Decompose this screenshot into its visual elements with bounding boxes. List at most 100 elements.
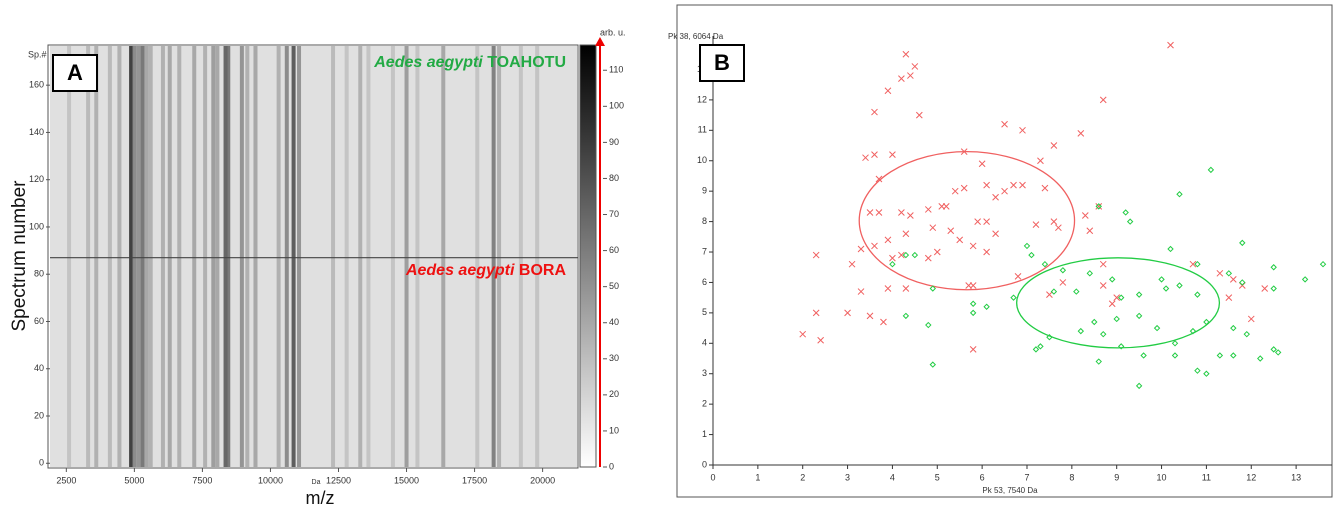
colorbar [579,44,597,468]
intensity-band [518,46,523,467]
scatter-point [1099,282,1107,289]
panel-b: 012345678910111213012345678910111213Pk 5… [668,32,1332,495]
scatter-point [1225,294,1233,302]
scatter-point [1081,212,1089,219]
scatter-point [1032,346,1040,353]
x-axis-unit: Da [312,479,321,486]
scatter-point [1041,184,1049,192]
x-tick-label: 0 [710,472,715,482]
scatter-point [1153,324,1161,332]
y-tick-label: 140 [29,127,44,137]
scatter-point [1319,260,1327,268]
scatter-point [866,312,874,320]
scatter-point [812,251,820,259]
scatter-point [1167,41,1174,49]
intensity-band [497,46,502,467]
annotation-strain: BORA [519,262,567,279]
scatter-point [812,309,820,317]
scatter-point [1171,340,1179,347]
scatter-point [1270,285,1277,292]
intensity-band [132,46,137,467]
scatter-point [1028,251,1035,259]
intensity-band [535,46,540,467]
intensity-band [390,46,395,467]
panel-label: A [67,60,83,85]
intensity-band [245,46,250,467]
colorbar-tick-label: 10 [609,425,619,435]
scatter-point [871,108,878,116]
colorbar-tick-label: 40 [609,317,619,327]
scatter-point [983,181,990,189]
panel-b-frame [676,4,1333,498]
scatter-point [898,209,905,216]
scatter-point [983,218,990,225]
scatter-point [969,242,977,250]
y-tick-label: 100 [29,221,44,231]
scatter-point [1274,349,1282,356]
scatter-point [969,309,977,317]
y-axis-label: Spectrum number [9,180,30,332]
scatter-point [929,285,936,292]
intensity-band [276,46,281,467]
x-tick-label: 5000 [124,475,144,485]
y-tick-label: 10 [697,155,707,165]
y-tick-label: 1 [702,429,707,439]
scatter-point [1230,352,1237,359]
x-tick-label: 2500 [56,475,76,485]
annotation-species: Aedes aegypti [405,262,515,279]
scatter-point [862,154,869,162]
x-tick-label: 15000 [394,475,419,485]
scatter-point [915,111,923,119]
x-tick-label: 17500 [462,475,487,485]
scatter-point [1055,224,1062,232]
colorbar-tick-label: 80 [609,173,619,183]
colorbar-tick-label: 70 [609,209,619,219]
scatter-point [1010,294,1017,301]
scatter-point [817,336,825,344]
scatter-point [1095,203,1102,210]
scatter-point [1099,96,1107,104]
scatter-point [1135,382,1143,390]
scatter-point [907,72,914,79]
x-tick-label: 12500 [326,475,351,485]
scatter-point [1046,334,1053,341]
scatter-point [884,236,892,244]
scatter-point [1019,126,1026,134]
scatter-point [978,160,986,168]
x-tick-label: 13 [1291,472,1301,482]
colorbar-tick-label: 100 [609,101,624,111]
scatter-point [866,209,874,216]
scatter-point [1176,191,1183,198]
scatter-point [880,318,887,326]
scatter-point [1189,327,1197,335]
scatter-point [929,361,936,368]
scatter-point [1270,264,1277,271]
intensity-band [177,46,182,467]
x-tick-label: 2 [800,472,805,482]
scatter-point [1140,352,1147,359]
scatter-point [1046,291,1053,298]
scatter-point [933,248,941,256]
scatter-point [1167,245,1174,253]
y-tick-label: 80 [34,269,44,279]
intensity-band [203,46,208,467]
scatter-point [889,260,896,268]
colorbar-tick-label: 20 [609,389,619,399]
scatter-point [1032,221,1040,228]
scatter-point [799,330,807,338]
y-tick-label: 0 [702,459,707,469]
x-tick-label: 7500 [192,475,212,485]
annotation-species: Aedes aegypti [373,54,483,71]
x-tick-label: 5 [935,472,940,482]
scatter-point [983,303,990,310]
intensity-band [239,46,244,467]
y-axis-title: Sp.# [28,49,47,59]
scatter-point [884,87,892,95]
intensity-band [211,46,216,467]
scatter-point [1230,324,1237,332]
scatter-point [1135,312,1143,320]
annotation-strain: TOAHOTU [487,54,566,71]
intensity-band [366,46,371,467]
